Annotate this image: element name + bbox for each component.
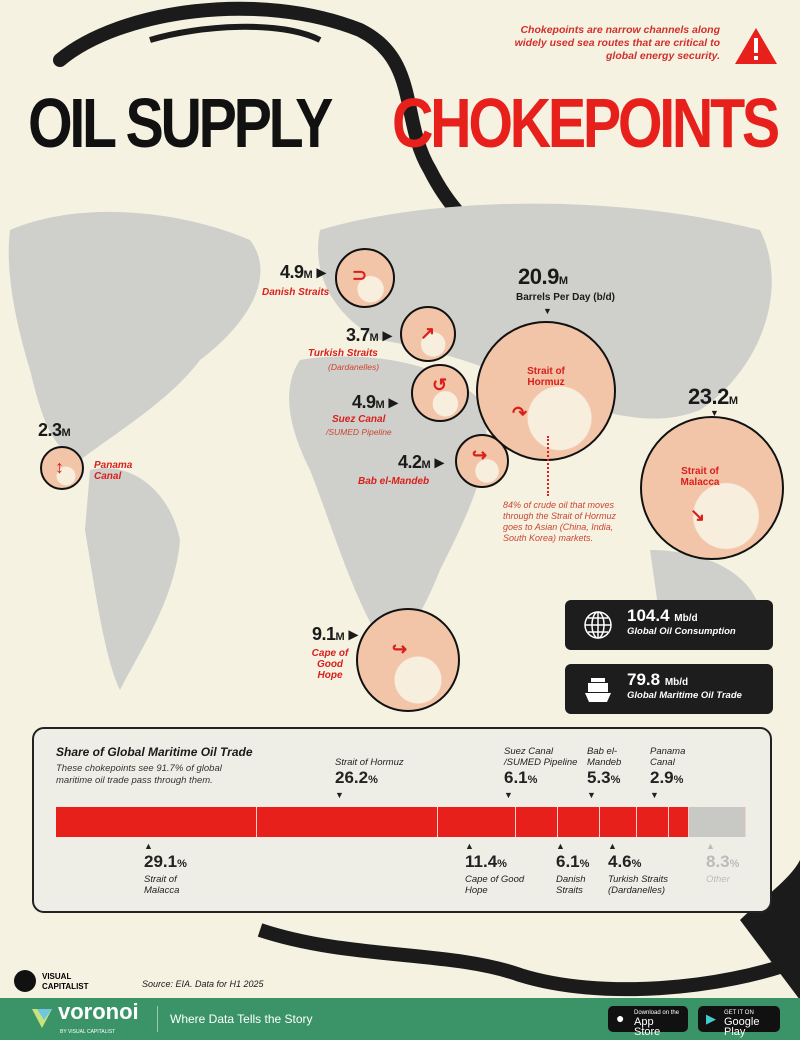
footer-bar: voronoi BY VISUAL CAPITALIST Where Data … bbox=[0, 998, 800, 1040]
circle-strait-of-malacca[interactable] bbox=[640, 416, 784, 560]
app-store-button[interactable]: ● Download on the App Store bbox=[608, 1006, 688, 1038]
route-arrow-icon: ↺ bbox=[432, 375, 448, 395]
google-play-button[interactable]: ▶ GET IT ON Google Play bbox=[698, 1006, 780, 1038]
stat-global-maritime-oil-trade: 79.8 Mb/d Global Maritime Oil Trade bbox=[565, 664, 773, 714]
label-danish-straits: Danish Straits bbox=[262, 287, 330, 298]
bar-segment-strait-of-hormuz bbox=[256, 807, 438, 837]
segment-label: Suez Canal /SUMED Pipeline 6.1% ▼ bbox=[504, 746, 578, 800]
circle-turkish-straits[interactable] bbox=[400, 306, 456, 362]
voronoi-sub: BY VISUAL CAPITALIST bbox=[60, 1029, 116, 1035]
source-note: Source: EIA. Data for H1 2025 bbox=[142, 979, 264, 989]
bar-segment-cape-of-good-hope bbox=[437, 807, 517, 837]
segment-label: ▲ 11.4% Cape of Good Hope bbox=[465, 841, 525, 896]
route-arrow-icon: ↪ bbox=[392, 639, 408, 659]
route-arrow-icon: ↷ bbox=[512, 403, 528, 423]
tagline: Where Data Tells the Story bbox=[170, 1012, 313, 1026]
stacked-bar bbox=[56, 807, 746, 837]
apple-icon: ● bbox=[616, 1010, 625, 1026]
bar-segment-bab-el-mandeb bbox=[600, 807, 637, 837]
segment-label: ▲ 29.1% Strait of Malacca bbox=[144, 841, 187, 896]
sublabel-suez-canal: /SUMED Pipeline bbox=[326, 427, 392, 437]
note-leader-line bbox=[547, 436, 549, 496]
title-chokepoints: CHOKEPOINTS bbox=[392, 84, 780, 162]
ship-icon bbox=[585, 678, 611, 702]
chart-subtitle: These chokepoints see 91.7% of global ma… bbox=[56, 763, 222, 786]
value-strait-of-malacca: 23.2M bbox=[688, 384, 738, 409]
value-turkish-straits: 3.7M ▸ bbox=[346, 325, 392, 345]
route-arrow-icon: ↗ bbox=[420, 323, 436, 343]
unit-label: Barrels Per Day (b/d) bbox=[516, 292, 615, 303]
route-arrow-icon: ↕ bbox=[55, 457, 64, 477]
stat-label: Global Oil Consumption bbox=[627, 626, 736, 637]
value-panama-canal: 2.3M bbox=[38, 420, 71, 440]
value-strait-of-hormuz: 20.9M bbox=[518, 264, 568, 289]
stat-global-oil-consumption: 104.4 Mb/d Global Oil Consumption bbox=[565, 600, 773, 650]
circle-cape-of-good-hope[interactable] bbox=[356, 608, 460, 712]
pointer-icon: ▼ bbox=[543, 306, 552, 316]
circle-panama-canal[interactable] bbox=[40, 446, 84, 490]
bar-segment-danish-straits bbox=[558, 807, 601, 837]
bar-segment-panama-canal bbox=[668, 807, 689, 837]
hormuz-note: 84% of crude oil that moves through the … bbox=[503, 500, 617, 543]
title-oil-supply: OIL SUPPLY bbox=[28, 84, 333, 162]
label-cape-of-good-hope: Cape of Good Hope bbox=[311, 648, 349, 681]
chokepoint-definition: Chokepoints are narrow channels along wi… bbox=[514, 24, 720, 62]
route-arrow-icon: ⊃ bbox=[352, 265, 368, 285]
segment-label: Strait of Hormuz 26.2% ▼ bbox=[335, 757, 404, 800]
voronoi-logo-icon bbox=[32, 1009, 52, 1028]
bar-segment-suez-canal-sumed-pipeline bbox=[516, 807, 559, 837]
segment-label: ▲ 6.1% Danish Straits bbox=[556, 841, 590, 896]
warning-icon bbox=[735, 28, 777, 64]
stat-value: 104.4 Mb/d bbox=[627, 606, 698, 625]
globe-icon bbox=[584, 611, 612, 639]
value-bab-el-mandeb: 4.2M ▸ bbox=[398, 452, 444, 472]
circle-suez-canal[interactable] bbox=[411, 364, 469, 422]
value-danish-straits: 4.9M ▸ bbox=[280, 262, 326, 282]
stat-label: Global Maritime Oil Trade bbox=[627, 690, 742, 701]
segment-label: Bab el-Mandeb 5.3% ▼ bbox=[587, 746, 622, 800]
bar-segment-strait-of-malacca bbox=[56, 807, 257, 837]
google-play-icon: ▶ bbox=[706, 1011, 716, 1026]
label-bab-el-mandeb: Bab el-Mandeb bbox=[358, 476, 430, 487]
value-suez-canal: 4.9M ▸ bbox=[352, 392, 398, 412]
voronoi-logo[interactable]: voronoi bbox=[58, 999, 139, 1024]
segment-label: Panama Canal 2.9% ▼ bbox=[650, 746, 686, 800]
share-chart-panel: Share of Global Maritime Oil Trade These… bbox=[32, 727, 772, 913]
label-turkish-straits: Turkish Straits bbox=[308, 348, 378, 359]
svg-text:VISUAL: VISUAL bbox=[42, 972, 71, 981]
label-panama-canal: Panama Canal bbox=[94, 460, 133, 482]
stat-value: 79.8 Mb/d bbox=[627, 670, 689, 689]
divider bbox=[157, 1006, 158, 1032]
segment-label: ▲ 8.3% Other bbox=[706, 841, 740, 885]
label-strait-of-hormuz: Strait of Hormuz bbox=[527, 366, 565, 388]
route-arrow-icon: ↘ bbox=[690, 505, 706, 525]
svg-text:CAPITALIST: CAPITALIST bbox=[42, 982, 89, 991]
circle-danish-straits[interactable] bbox=[335, 248, 395, 308]
segment-label: ▲ 4.6% Turkish Straits (Dardanelles) bbox=[608, 841, 669, 896]
value-cape-of-good-hope: 9.1M ▸ bbox=[312, 624, 358, 644]
label-suez-canal: Suez Canal bbox=[332, 414, 386, 425]
bar-segment-turkish-straits-dardanelles- bbox=[636, 807, 669, 837]
pointer-icon: ▼ bbox=[710, 408, 719, 418]
route-arrow-icon: ↪ bbox=[472, 445, 488, 465]
sublabel-turkish-straits: (Dardanelles) bbox=[328, 362, 380, 372]
chart-title: Share of Global Maritime Oil Trade bbox=[56, 745, 253, 759]
circle-strait-of-hormuz[interactable] bbox=[476, 321, 616, 461]
bar-segment-other bbox=[688, 807, 746, 837]
label-strait-of-malacca: Strait of Malacca bbox=[680, 466, 720, 488]
